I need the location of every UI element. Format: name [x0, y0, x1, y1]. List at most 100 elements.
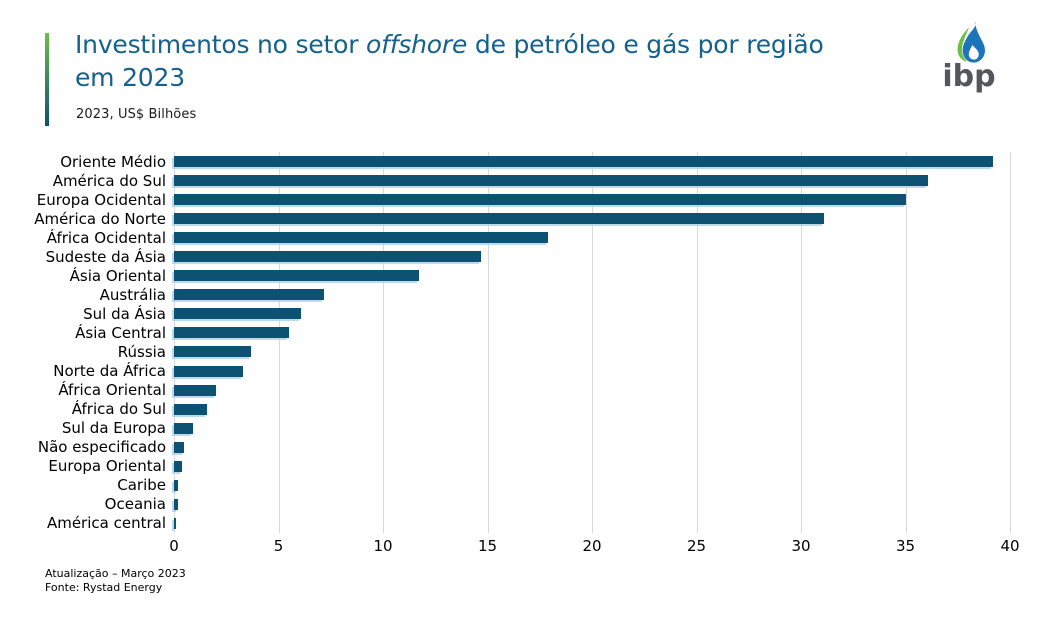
category-label: Sul da Ásia: [83, 304, 166, 323]
category-label: Ásia Oriental: [69, 266, 166, 285]
category-label: África do Sul: [71, 400, 166, 419]
bar: [174, 403, 208, 415]
bar: [174, 289, 325, 301]
category-label: África Ocidental: [46, 228, 166, 247]
gridline-10: [383, 152, 384, 533]
bar-row: [174, 190, 1010, 209]
footer-source-line: Fonte: Rystad Energy: [45, 581, 163, 594]
x-tick-label-30: 30: [791, 537, 811, 555]
x-tick-label-5: 5: [273, 537, 284, 555]
bar-row: [174, 419, 1010, 438]
gridline-20: [592, 152, 593, 533]
x-tick-label-40: 40: [1000, 537, 1020, 555]
bar-row: [174, 247, 1010, 266]
category-label: América do Norte: [34, 209, 166, 228]
bar-row: [174, 400, 1010, 419]
bar-row: [174, 342, 1010, 361]
page-title: Investimentos no setor offshore de petró…: [75, 28, 905, 94]
gridline-40: [1010, 152, 1011, 533]
ibp-logo: ibp: [930, 20, 1008, 92]
bar: [174, 517, 176, 529]
bar: [174, 422, 193, 434]
x-tick-label-35: 35: [895, 537, 916, 555]
bar-row: [174, 171, 1010, 190]
logo-drop-blue: [962, 21, 985, 63]
title-text-line2: em 2023: [75, 63, 185, 92]
category-label: Sudeste da Ásia: [45, 247, 166, 266]
y-axis-labels: Oriente Médio América do Sul Europa Ociden…: [0, 152, 166, 533]
title-text-1: Investimentos no setor: [75, 30, 367, 59]
gridline-25: [696, 152, 698, 533]
x-tick-label-20: 20: [582, 537, 602, 555]
footer-update-line: Atualização – Março 2023: [45, 567, 186, 580]
bar-rows: [174, 152, 1010, 533]
category-label: América do Sul: [52, 171, 166, 190]
category-label: Caribe: [117, 476, 166, 495]
bar-row: [174, 228, 1010, 247]
gridline-0: [174, 152, 175, 533]
bar-row: [174, 152, 1010, 171]
logo-drop-white: [968, 45, 979, 60]
bar: [174, 213, 824, 225]
bar: [174, 498, 179, 510]
bar-row: [174, 323, 1010, 342]
category-label: Sul da Europa: [61, 419, 166, 438]
bar-row: [174, 457, 1010, 476]
title-text-2: de petróleo e gás por região: [467, 30, 824, 59]
bar: [174, 232, 549, 244]
x-tick-label-0: 0: [169, 537, 179, 555]
bar-chart: Oriente Médio América do Sul Europa Ociden…: [0, 152, 1011, 533]
bar: [174, 460, 183, 472]
plot-area: [174, 152, 1011, 533]
x-tick-label-15: 15: [477, 537, 498, 555]
category-label: Ásia Central: [75, 323, 166, 342]
ibp-drop-icon: [957, 21, 985, 63]
category-label: América central: [46, 514, 166, 533]
bar: [174, 308, 302, 320]
bar-row: [174, 362, 1010, 381]
x-tick-label-25: 25: [686, 537, 707, 555]
bar: [174, 327, 289, 339]
bar: [174, 194, 906, 206]
bar-row: [174, 285, 1010, 304]
bar-row: [174, 476, 1010, 495]
ibp-logo-text: ibp: [942, 59, 996, 94]
bar: [174, 365, 243, 377]
category-label: África Oriental: [58, 381, 166, 400]
title-text-italic: offshore: [366, 30, 468, 59]
category-label: Oriente Médio: [60, 152, 166, 171]
footer: Atualização – Março 2023 Fonte: Rystad E…: [45, 567, 186, 595]
bar: [174, 251, 482, 263]
category-label: Austrália: [99, 285, 166, 304]
gridline-15: [487, 152, 489, 533]
bar-row: [174, 495, 1010, 514]
gridline-30: [801, 152, 802, 533]
bar-row: [174, 304, 1010, 323]
bar: [174, 175, 929, 187]
bar-row: [174, 381, 1010, 400]
category-label: Oceania: [104, 495, 166, 514]
gridline-35: [905, 152, 907, 533]
logo-drop-green: [957, 27, 969, 62]
chart-subtitle: 2023, US$ Bilhões: [76, 107, 197, 122]
bar: [174, 479, 179, 491]
bar: [174, 441, 185, 453]
x-axis-ticks: 0 5 10 15 20 25 30 35 40: [169, 537, 1019, 557]
category-label: Europa Oriental: [48, 457, 166, 476]
title-accent-bar: [45, 33, 49, 126]
category-label: Norte da África: [53, 362, 166, 381]
gridline-5: [278, 152, 280, 533]
category-label: Rússia: [117, 342, 166, 361]
x-tick-label-10: 10: [373, 537, 393, 555]
bar: [174, 346, 252, 358]
category-label: Europa Ocidental: [36, 190, 166, 209]
bar-row: [174, 266, 1010, 285]
bar-row: [174, 514, 1010, 533]
bar: [174, 270, 419, 282]
bar: [174, 384, 216, 396]
category-label: Não especificado: [37, 438, 166, 457]
bar-row: [174, 209, 1010, 228]
bar: [174, 156, 994, 167]
bar-row: [174, 438, 1010, 457]
